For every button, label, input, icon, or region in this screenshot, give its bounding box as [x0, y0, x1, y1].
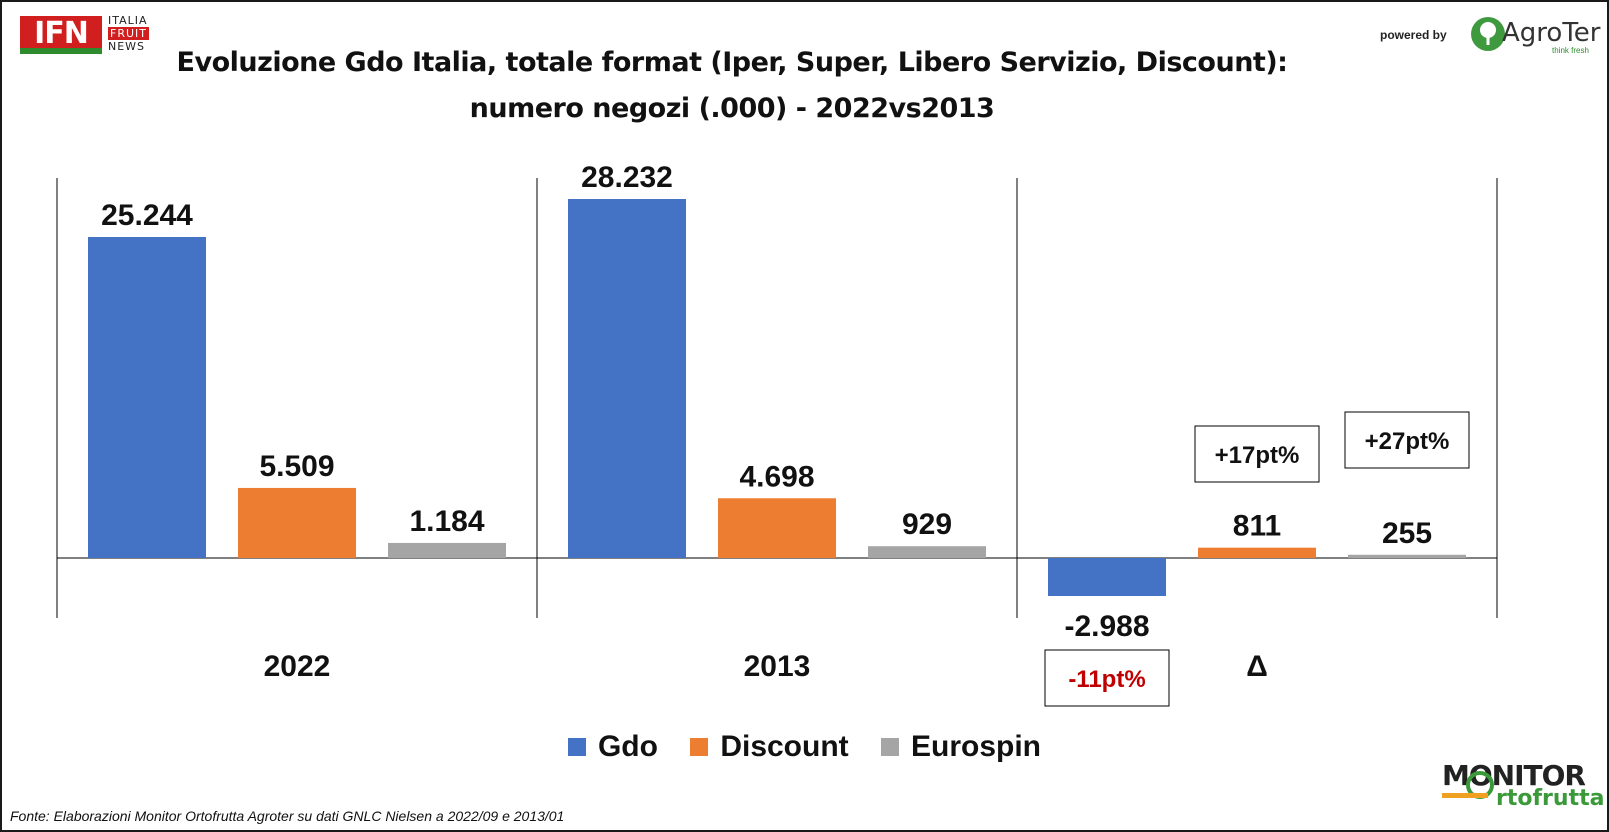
bar-eurospin	[388, 542, 506, 558]
legend-item-discount: Discount	[690, 730, 849, 764]
bar-discount	[1198, 547, 1316, 558]
chart-title-line-2: numero negozi (.000) - 2022vs2013	[469, 93, 995, 124]
x-tick-label: 2022	[264, 650, 331, 683]
annotation-box	[1344, 411, 1470, 469]
ifn-line-1: ITALIA	[108, 14, 148, 27]
monitor-logo-bar	[1442, 793, 1488, 798]
bar-discount	[238, 487, 356, 558]
monitor-ortofrutta-logo: MONITOR rtofrutta	[1442, 759, 1604, 815]
ifn-logo-text: ITALIA FRUIT NEWS	[108, 14, 188, 53]
data-label: 811	[1233, 510, 1281, 543]
ifn-logo-mark: IFN	[20, 16, 102, 52]
annotation-box	[1044, 649, 1170, 707]
agroter-tree-icon	[1471, 17, 1505, 51]
bar-gdo	[1048, 558, 1166, 596]
annotation-label: +27pt%	[1365, 428, 1450, 455]
source-note: Fonte: Elaborazioni Monitor Ortofrutta A…	[10, 808, 565, 824]
data-label: 28.232	[581, 161, 673, 194]
agroter-tagline: think fresh	[1552, 46, 1589, 55]
data-label: -2.988	[1064, 610, 1149, 643]
legend-label-discount: Discount	[720, 730, 849, 763]
bar-discount	[718, 498, 836, 558]
legend-label-gdo: Gdo	[597, 730, 658, 763]
data-label: 929	[902, 508, 952, 541]
legend-label-eurospin: Eurospin	[911, 730, 1042, 763]
data-label: 5.509	[259, 450, 334, 483]
x-tick-label: 2013	[744, 650, 811, 683]
annotation-label: +17pt%	[1215, 442, 1300, 469]
chart-title: Evoluzione Gdo Italia, totale format (Ip…	[152, 40, 1312, 132]
powered-by-label: powered by	[1380, 28, 1447, 42]
ifn-logo-stripe	[20, 48, 102, 54]
monitor-logo-line-1: MONITOR	[1442, 759, 1586, 792]
data-label: 1.184	[409, 505, 484, 538]
chart-title-line-1: Evoluzione Gdo Italia, totale format (Ip…	[176, 47, 1288, 78]
monitor-logo-line-2: rtofrutta	[1496, 786, 1605, 811]
ifn-line-3: NEWS	[108, 40, 146, 53]
x-tick-label: Δ	[1246, 650, 1268, 683]
data-label: 4.698	[739, 460, 814, 493]
legend-item-gdo: Gdo	[567, 730, 658, 764]
annotation-box	[1194, 425, 1320, 483]
bar-gdo	[568, 199, 686, 558]
agroter-name: AgroTer	[1502, 18, 1601, 48]
chart-legend: Gdo Discount Eurospin	[2, 730, 1607, 764]
ifn-logo: IFN ITALIA FRUIT NEWS	[20, 14, 190, 56]
bar-eurospin	[1348, 554, 1466, 558]
legend-swatch-discount	[690, 738, 709, 756]
bar-eurospin	[868, 546, 986, 558]
data-label: 25.244	[101, 199, 193, 232]
annotation-label: -11pt%	[1068, 666, 1145, 693]
legend-swatch-eurospin	[881, 738, 899, 756]
ifn-line-2: FRUIT	[108, 27, 149, 40]
data-label: 255	[1382, 517, 1432, 550]
bar-gdo	[88, 236, 206, 558]
legend-swatch-gdo	[567, 738, 586, 756]
legend-item-eurospin: Eurospin	[881, 730, 1041, 764]
